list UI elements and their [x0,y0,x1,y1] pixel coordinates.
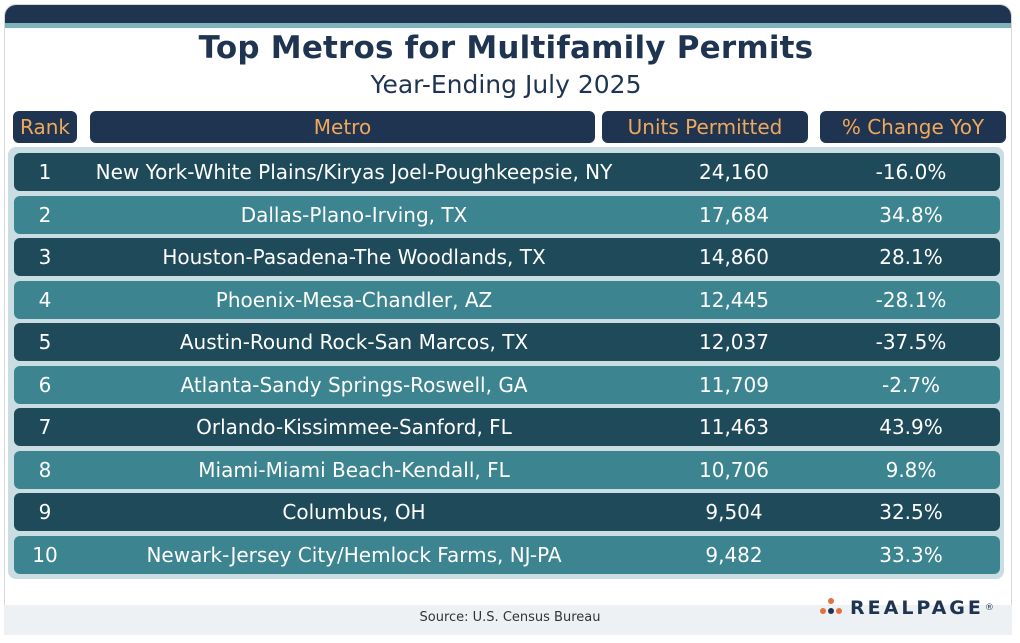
units-cell: 9,482 [705,542,763,567]
metro-cell: New York-White Plains/Kiryas Joel-Poughk… [95,160,613,184]
rank-cell: 1 [38,160,52,184]
rank-cell: 3 [38,245,52,269]
rank-cell: 10 [32,542,58,567]
table-row: 2 Dallas-Plano-Irving, TX 17,684 34.8% [14,195,1000,234]
table-row: 3 Houston-Pasadena-The Woodlands, TX 14,86… [14,238,1000,276]
units-cell: 12,037 [699,330,769,354]
metro-cell: Dallas-Plano-Irving, TX [240,202,468,227]
change-cell: -2.7% [881,372,941,397]
metro-cell: Phoenix-Mesa-Chandler, AZ [215,287,493,312]
source-note: Source: U.S. Census Bureau [419,610,601,625]
table-row: 8 Miami-Miami Beach-Kendall, FL 10,706 9.8% [14,450,1000,489]
table-row: 7 Orlando-Kissimmee-Sanford, FL 11,463 43.9… [14,408,1000,446]
rank-cell: 4 [38,287,52,312]
change-cell: 28.1% [879,245,943,269]
metro-cell: Orlando-Kissimmee-Sanford, FL [196,415,512,439]
metro-cell: Newark-Jersey City/Hemlock Farms, NJ-PA [146,542,562,567]
top-stripe [5,23,1011,28]
table-row: 10 Newark-Jersey City/Hemlock Farms, NJ-P… [14,535,1000,574]
rank-cell: 7 [38,415,52,439]
footer-bar [4,605,1012,635]
units-cell: 17,684 [699,202,769,227]
units-cell: 11,709 [699,372,769,397]
table-row: 9 Columbus, OH 9,504 32.5% [14,493,1000,531]
header-rank: Rank [13,111,77,143]
change-cell: 34.8% [879,202,943,227]
change-cell: -28.1% [875,287,947,312]
rank-cell: 6 [38,372,52,397]
metro-cell: Miami-Miami Beach-Kendall, FL [198,457,510,482]
change-cell: 32.5% [879,500,943,524]
logo-dots-icon [820,598,842,614]
metro-cell: Houston-Pasadena-The Woodlands, TX [162,245,546,269]
metro-cell: Columbus, OH [282,500,426,524]
rank-cell: 9 [38,500,52,524]
units-cell: 24,160 [699,160,769,184]
change-cell: -16.0% [875,160,947,184]
logo-registered-mark: ® [984,603,994,613]
units-cell: 14,860 [699,245,769,269]
units-cell: 9,504 [705,500,763,524]
units-cell: 12,445 [699,287,769,312]
change-cell: 9.8% [885,457,937,482]
chart-title: Top Metros for Multifamily Permits [198,30,814,66]
table-row: 5 Austin-Round Rock-San Marcos, TX 12,037 -… [14,323,1000,361]
rank-cell: 2 [38,202,52,227]
rank-cell: 5 [38,330,52,354]
table-row: 6 Atlanta-Sandy Springs-Roswell, GA 11,709… [14,365,1000,404]
header-units: Units Permitted [602,111,808,143]
top-bar [5,5,1011,23]
units-cell: 11,463 [699,415,769,439]
rank-cell: 8 [38,457,52,482]
change-cell: -37.5% [875,330,947,354]
change-cell: 43.9% [879,415,943,439]
change-cell: 33.3% [879,542,943,567]
table-row: 4 Phoenix-Mesa-Chandler, AZ 12,445 -28.1% [14,280,1000,319]
units-cell: 10,706 [699,457,769,482]
table-row: 1 New York-White Plains/Kiryas Joel-Pough… [14,153,1000,191]
logo-text: REALPAGE [850,597,984,619]
metro-cell: Austin-Round Rock-San Marcos, TX [179,330,529,354]
header-change: % Change YoY [820,111,1006,143]
metro-cell: Atlanta-Sandy Springs-Roswell, GA [180,372,528,397]
header-metro: Metro [90,111,595,143]
chart-subtitle: Year-Ending July 2025 [370,70,642,99]
realpage-logo: REALPAGE ® [818,596,994,620]
